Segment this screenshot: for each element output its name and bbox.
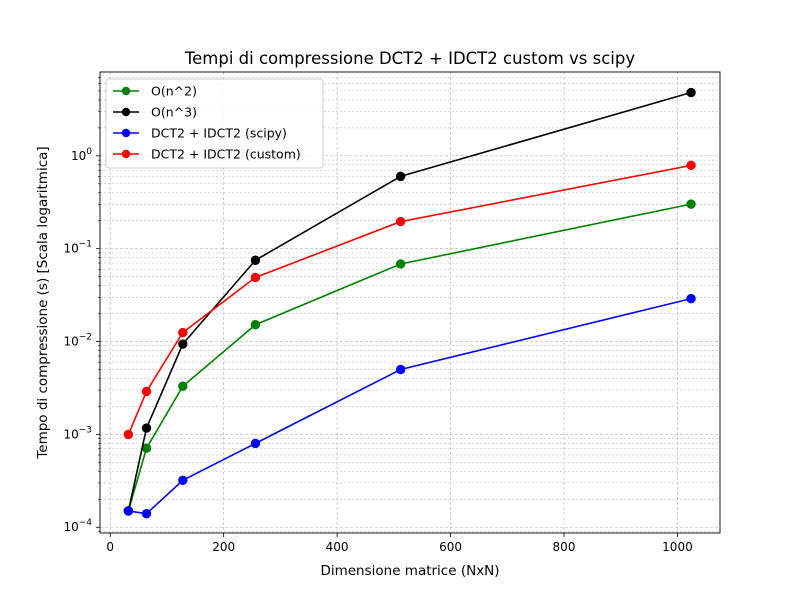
chart-title: Tempi di compressione DCT2 + IDCT2 custo…: [184, 49, 635, 68]
data-point: [686, 199, 696, 209]
y-tick-label: 100: [71, 147, 92, 163]
data-point: [123, 506, 134, 516]
legend-entries: O(n^2) O(n^3) DCT2 + IDCT2 (scipy) DCT2 + I…: [113, 84, 301, 162]
legend-label: DCT2 + IDCT2 (custom): [151, 147, 301, 162]
x-tick-label: 0: [106, 540, 114, 554]
series-group: [123, 87, 696, 519]
data-point: [141, 423, 152, 433]
data-point: [395, 216, 406, 227]
data-point: [395, 364, 406, 375]
data-point: [178, 339, 188, 349]
grid: [100, 72, 720, 533]
data-point: [395, 259, 406, 269]
data-point: [686, 87, 696, 98]
y-tick-label: 10−2: [63, 333, 92, 349]
series-line-1: [127, 203, 692, 512]
data-point: [686, 293, 696, 304]
legend-label: O(n^3): [151, 105, 197, 120]
y-tick-label: 10−1: [63, 240, 92, 256]
data-point: [178, 327, 188, 338]
legend-marker: [121, 86, 131, 96]
data-point: [141, 508, 152, 519]
data-point: [123, 429, 134, 440]
x-tick-label: 800: [553, 540, 576, 554]
data-point: [250, 438, 261, 449]
series-line-2: [127, 91, 692, 512]
x-tick-label: 600: [439, 540, 462, 554]
legend-marker: [121, 107, 131, 117]
legend: O(n^2) O(n^3) DCT2 + IDCT2 (scipy) DCT2 + I…: [105, 78, 324, 169]
y-tick-label: 10−4: [63, 518, 92, 534]
legend-box: [105, 78, 324, 169]
legend-label: O(n^2): [151, 84, 197, 99]
x-tick-label: 1000: [662, 540, 693, 554]
x-tick-label: 400: [326, 540, 349, 554]
series-line-4: [127, 164, 692, 435]
data-point: [395, 171, 406, 182]
legend-marker: [121, 149, 131, 159]
axis-ticks: 0 200 400 600 800 1000 10−4 10−3 10−2 10−1 100: [63, 77, 693, 554]
data-point: [250, 319, 261, 330]
data-point: [178, 381, 188, 391]
data-point: [141, 386, 152, 397]
data-point: [686, 160, 696, 171]
data-point: [250, 272, 261, 283]
y-tick-label: 10−3: [63, 425, 92, 441]
y-axis-label: Tempo di compressione (s) [Scala logarit…: [35, 146, 51, 459]
data-point: [250, 255, 261, 265]
data-point: [178, 475, 188, 486]
legend-label: DCT2 + IDCT2 (scipy): [151, 126, 287, 141]
x-axis-label: Dimensione matrice (NxN): [320, 563, 499, 579]
plot-frame: [99, 71, 721, 534]
legend-marker: [121, 128, 131, 138]
x-tick-label: 200: [212, 540, 235, 554]
data-point: [141, 443, 152, 453]
